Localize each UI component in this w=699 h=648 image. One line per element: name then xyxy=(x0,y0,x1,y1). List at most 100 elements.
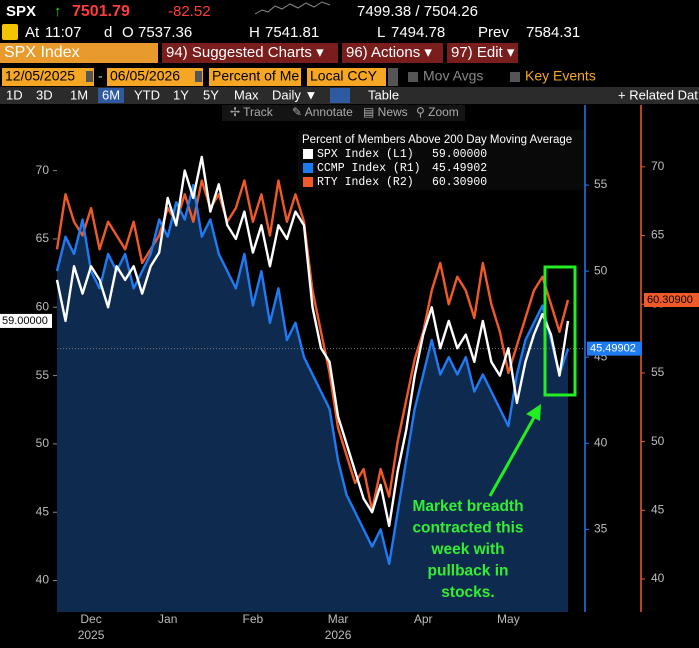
tools: ✢ Track ✎ Annotate ▤ News ⚲ Zoom xyxy=(230,105,459,119)
tab-label: 96) Actions ▾ xyxy=(346,44,432,61)
x-tick-label: Dec xyxy=(80,612,101,626)
period-button[interactable]: YTD xyxy=(134,87,160,102)
high-label: H xyxy=(249,24,260,41)
period-selected[interactable] xyxy=(98,88,124,103)
price-change: -82.52 xyxy=(168,3,211,20)
legend-value: 45.49902 xyxy=(432,162,487,175)
alert-icon[interactable] xyxy=(2,24,18,40)
period-button[interactable]: 1Y xyxy=(173,87,189,102)
high: 7541.81 xyxy=(265,24,319,41)
legend-value: 60.30900 xyxy=(432,176,487,189)
x-sublabel: 2025 xyxy=(78,628,105,642)
x-tick-label: May xyxy=(497,612,520,626)
y-tick-label: 50 xyxy=(36,436,50,450)
value-box-label: 59.00000 xyxy=(2,315,48,327)
field: Percent of Me xyxy=(212,68,299,84)
y3-tick-label: 70 xyxy=(651,159,665,173)
y3-tick-label: 45 xyxy=(651,502,665,516)
y-tick-label: 55 xyxy=(36,368,50,382)
tab-label: 97) Edit ▾ xyxy=(451,44,515,61)
tool[interactable]: ✎ Annotate xyxy=(292,105,353,119)
period-button[interactable]: 1D xyxy=(6,87,23,102)
key-events: Key Events xyxy=(525,68,596,84)
tool[interactable]: ▤ News xyxy=(363,105,408,119)
legend-title: Percent of Members Above 200 Day Moving … xyxy=(302,134,572,146)
start-date: 12/05/2025 xyxy=(5,68,75,84)
y-tick-label: 45 xyxy=(36,504,50,518)
y3-tick-label: 55 xyxy=(651,365,665,379)
series-line xyxy=(55,179,570,512)
highlight-box xyxy=(543,265,577,397)
x-sublabel: 2026 xyxy=(325,628,352,642)
calendar-icon[interactable] xyxy=(86,71,93,82)
y2-tick-label: 35 xyxy=(594,522,608,536)
y2-tick-label: 55 xyxy=(594,177,608,191)
date-input[interactable] xyxy=(107,68,203,86)
y2-tick-label: 40 xyxy=(594,435,608,449)
y2-tick-label: 50 xyxy=(594,263,608,277)
mov-avgs: Mov Avgs xyxy=(423,68,483,84)
legend-swatch xyxy=(303,177,313,187)
currency-input[interactable] xyxy=(307,68,386,86)
currency: Local CCY xyxy=(310,68,378,84)
calendar-icon[interactable] xyxy=(195,71,202,82)
y3-tick-label: 40 xyxy=(651,571,665,585)
y-tick-label: 70 xyxy=(36,163,50,177)
value-box xyxy=(587,341,642,356)
end-date: 06/05/2026 xyxy=(110,68,180,84)
value-box-label: 45.49902 xyxy=(590,343,636,355)
tool[interactable]: ✢ Track xyxy=(230,105,274,119)
series-line xyxy=(55,155,570,528)
date-input[interactable] xyxy=(2,68,94,86)
y-tick-label: 65 xyxy=(36,231,50,245)
security: SPX Index xyxy=(4,44,80,61)
annotation: week with xyxy=(430,541,504,558)
arrow-head xyxy=(526,404,541,421)
legend-box xyxy=(298,130,584,190)
date-dash: - xyxy=(98,68,103,84)
dropdown[interactable] xyxy=(388,68,398,86)
period-button[interactable]: Max xyxy=(234,87,259,102)
value-box xyxy=(644,292,699,307)
low-label: L xyxy=(377,24,385,41)
area-fill xyxy=(57,185,568,613)
period-button[interactable]: 5Y xyxy=(203,87,219,102)
plot: 40455055606570354045505540455055606570De… xyxy=(0,105,699,642)
open-label: O xyxy=(122,24,134,41)
value-box-label: 60.30900 xyxy=(647,294,693,306)
checkbox[interactable] xyxy=(510,72,520,82)
tab[interactable] xyxy=(342,43,443,63)
period-button[interactable]: 1M xyxy=(70,87,88,102)
time: 11:07 xyxy=(45,24,81,41)
security-box[interactable] xyxy=(0,43,158,63)
prev: 7584.31 xyxy=(526,24,580,41)
sparkline xyxy=(254,1,331,15)
tab[interactable] xyxy=(162,43,338,63)
ticker: SPX xyxy=(6,3,36,20)
frequency: Daily ▼ xyxy=(272,87,317,102)
checkbox[interactable] xyxy=(408,72,418,82)
tab-label: 94) Suggested Charts ▾ xyxy=(166,44,324,61)
tool[interactable]: ⚲ Zoom xyxy=(416,105,459,119)
chart-type-icon[interactable] xyxy=(330,88,350,103)
open: 7537.36 xyxy=(138,24,192,41)
legend-label: RTY Index (R2) xyxy=(317,176,414,189)
value-box xyxy=(0,313,52,328)
annotation: pullback in xyxy=(428,563,509,580)
toolbar xyxy=(222,105,465,121)
x-tick-label: Feb xyxy=(243,612,264,626)
up-arrow: ↑ xyxy=(54,3,62,20)
period-button[interactable]: 3D xyxy=(36,87,53,102)
field-input[interactable] xyxy=(209,68,301,86)
period-button[interactable]: 6M xyxy=(102,87,120,102)
table: Table xyxy=(368,87,399,102)
y-tick-label: 60 xyxy=(36,299,50,313)
annotation: stocks. xyxy=(441,584,494,601)
y3-tick-label: 65 xyxy=(651,228,665,242)
x-tick-label: Mar xyxy=(328,612,349,626)
arrow-shaft xyxy=(488,413,538,497)
bid-ask: 7499.38 / 7504.26 xyxy=(357,3,478,20)
x-tick-label: Jan xyxy=(158,612,177,626)
tab[interactable] xyxy=(447,43,518,63)
